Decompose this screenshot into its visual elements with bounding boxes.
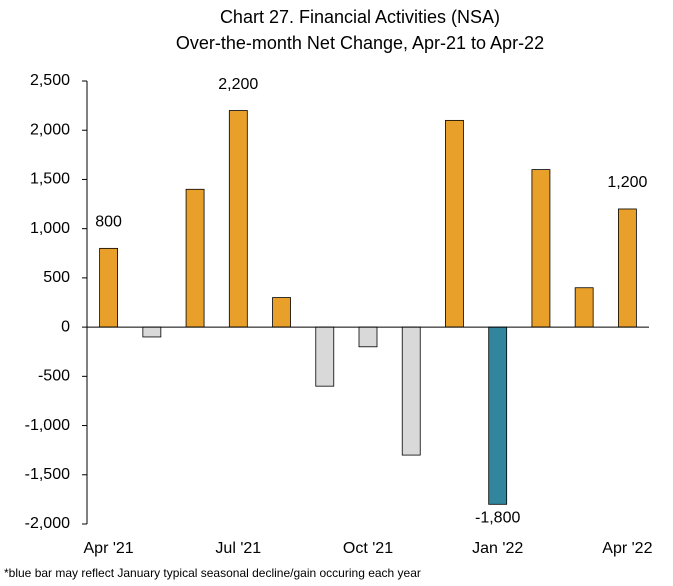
y-tick-label: -2,000 bbox=[25, 515, 70, 532]
x-tick-label: Oct '21 bbox=[343, 540, 393, 557]
bar bbox=[574, 287, 594, 328]
x-tick-label: Apr '21 bbox=[84, 540, 134, 557]
bar bbox=[617, 208, 637, 328]
data-label: 2,200 bbox=[218, 76, 258, 93]
bar bbox=[142, 326, 162, 338]
bar bbox=[272, 297, 291, 328]
x-tick-label: Jan '22 bbox=[472, 540, 523, 557]
bar bbox=[228, 110, 248, 328]
y-tick-label: -500 bbox=[38, 368, 70, 385]
bar bbox=[358, 326, 378, 348]
chart-title: Chart 27. Financial Activities (NSA) bbox=[220, 7, 500, 27]
y-tick-label: 0 bbox=[61, 318, 70, 335]
bar bbox=[531, 169, 551, 328]
y-tick-label: 500 bbox=[43, 269, 70, 286]
y-tick-label: 1,500 bbox=[30, 171, 70, 188]
bar bbox=[315, 326, 335, 387]
x-tick-label: Jul '21 bbox=[215, 540, 261, 557]
y-tick-label: -1,000 bbox=[25, 417, 70, 434]
data-label: -1,800 bbox=[475, 510, 520, 527]
bar bbox=[401, 326, 421, 456]
y-tick-label: 2,500 bbox=[30, 72, 70, 89]
data-label: 800 bbox=[95, 214, 122, 231]
y-tick-label: -1,500 bbox=[25, 466, 70, 483]
y-tick-label: 1,000 bbox=[30, 220, 70, 237]
bar bbox=[488, 326, 508, 505]
data-label: 1,200 bbox=[607, 174, 647, 191]
x-tick-label: Apr '22 bbox=[602, 540, 652, 557]
bar bbox=[185, 188, 205, 328]
bar bbox=[445, 119, 464, 328]
bar bbox=[99, 247, 119, 328]
chart-subtitle: Over-the-month Net Change, Apr-21 to Apr… bbox=[176, 33, 544, 53]
footnote: *blue bar may reflect January typical se… bbox=[4, 566, 421, 580]
y-tick-label: 2,000 bbox=[30, 121, 70, 138]
